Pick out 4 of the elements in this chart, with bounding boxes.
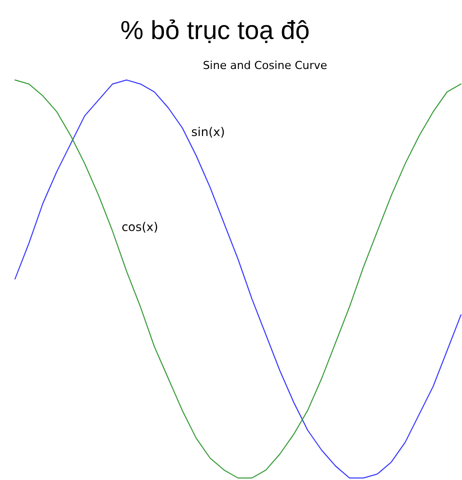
chart-subtitle: Sine and Cosine Curve bbox=[202, 59, 328, 72]
series-label: cos(x) bbox=[122, 220, 158, 234]
series-label: sin(x) bbox=[191, 124, 225, 139]
chart-title: % bỏ trục toạ độ bbox=[120, 15, 310, 45]
